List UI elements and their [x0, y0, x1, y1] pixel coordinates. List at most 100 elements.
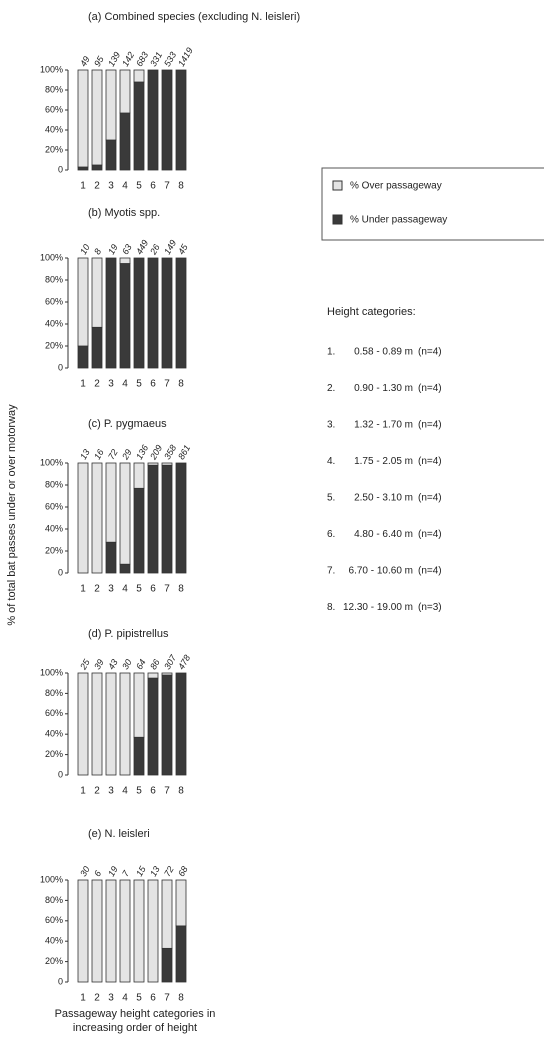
count-label: 7 [120, 868, 132, 878]
category-n: (n=4) [418, 347, 442, 358]
count-label: 26 [148, 243, 162, 258]
x-tick-label: 1 [80, 379, 86, 390]
x-tick-label: 5 [136, 584, 142, 595]
bar-segment [161, 879, 173, 949]
category-n: (n=4) [418, 566, 442, 577]
bar-segment [133, 487, 145, 574]
count-label: 13 [78, 448, 92, 462]
x-tick-label: 7 [164, 993, 170, 1004]
bar-segment [91, 257, 103, 328]
count-label: 49 [78, 55, 92, 69]
bar-segment [105, 879, 117, 983]
y-tick-label: 20% [45, 749, 63, 759]
bar-segment [119, 462, 131, 565]
y-tick-label: 40% [45, 729, 63, 739]
bar-segment [161, 672, 173, 676]
category-number: 1. [327, 347, 335, 358]
category-range: 0.58 - 0.89 m [354, 347, 413, 358]
x-axis-label: Passageway height categories in increasi… [54, 1008, 216, 1034]
y-tick-label: 20% [45, 545, 63, 555]
bar-segment [161, 257, 173, 369]
x-tick-label: 6 [150, 379, 156, 390]
count-label: 43 [106, 658, 120, 672]
x-tick-label: 6 [150, 786, 156, 797]
x-tick-label: 7 [164, 786, 170, 797]
count-label: 72 [106, 448, 120, 462]
category-number: 8. [327, 602, 335, 613]
x-tick-label: 4 [122, 584, 128, 595]
category-range: 1.32 - 1.70 m [354, 420, 413, 431]
bar-segment [91, 462, 103, 574]
y-tick-label: 20% [45, 144, 63, 154]
y-tick-label: 80% [45, 84, 63, 94]
height-categories-title: Height categories: [327, 306, 416, 318]
y-tick-label: 80% [45, 688, 63, 698]
count-label: 6 [92, 869, 103, 878]
y-tick-label: 100% [40, 874, 63, 884]
category-range: 2.50 - 3.10 m [354, 493, 413, 504]
count-label: 45 [176, 242, 190, 257]
legend-swatch [332, 180, 343, 191]
bar-segment [105, 672, 117, 776]
x-tick-label: 2 [94, 993, 100, 1004]
bar-segment [105, 257, 117, 369]
bar-segment [119, 112, 131, 171]
bar-segment [77, 462, 89, 574]
y-tick-label: 20% [45, 956, 63, 966]
x-tick-label: 3 [108, 379, 114, 390]
bar-segment [133, 81, 145, 171]
x-tick-label: 1 [80, 786, 86, 797]
y-tick-label: 0 [58, 976, 63, 986]
count-label: 10 [78, 243, 92, 257]
bar-segment [147, 464, 159, 574]
category-number: 5. [327, 493, 335, 504]
bar-segment [147, 677, 159, 776]
y-tick-label: 60% [45, 708, 63, 718]
count-label: 95 [92, 54, 106, 69]
count-label: 149 [162, 238, 178, 256]
x-tick-label: 8 [178, 181, 184, 192]
x-tick-label: 7 [164, 379, 170, 390]
bar-segment [175, 257, 187, 369]
bar-segment [119, 257, 131, 264]
bar-segment [105, 69, 117, 141]
bar-segment [77, 345, 89, 369]
bar-segment [147, 672, 159, 679]
y-tick-label: 80% [45, 479, 63, 489]
x-tick-label: 5 [136, 993, 142, 1004]
bar-segment [133, 879, 145, 983]
bar-segment [105, 462, 117, 543]
bar-segment [175, 69, 187, 171]
category-range: 4.80 - 6.40 m [354, 529, 413, 540]
chart-title: (a) Combined species (excluding N. leisl… [88, 11, 300, 23]
count-label: 68 [176, 865, 190, 879]
count-label: 13 [148, 865, 162, 879]
count-label: 15 [134, 864, 148, 879]
y-tick-label: 100% [40, 252, 63, 262]
x-axis-label-box: Passageway height categories in increasi… [54, 1008, 216, 1034]
bar-segment [119, 672, 131, 776]
x-tick-label: 4 [122, 786, 128, 797]
category-n: (n=4) [418, 383, 442, 394]
count-label: 86 [148, 658, 162, 672]
x-tick-label: 2 [94, 181, 100, 192]
legend-label: % Under passageway [350, 215, 447, 226]
legend-label: % Over passageway [350, 181, 442, 192]
x-tick-label: 2 [94, 584, 100, 595]
count-label: 30 [78, 865, 92, 879]
x-tick-label: 3 [108, 786, 114, 797]
category-n: (n=4) [418, 529, 442, 540]
count-label: 39 [92, 658, 106, 672]
count-label: 307 [162, 652, 179, 671]
x-tick-label: 6 [150, 993, 156, 1004]
category-number: 3. [327, 420, 335, 431]
chart-title: (d) P. pipistrellus [88, 628, 169, 640]
y-tick-label: 60% [45, 915, 63, 925]
x-tick-label: 8 [178, 584, 184, 595]
bar-segment [119, 879, 131, 983]
category-number: 7. [327, 566, 335, 577]
bar-segment [105, 139, 117, 171]
count-label: 478 [176, 653, 192, 671]
x-tick-label: 6 [150, 584, 156, 595]
bar-segment [161, 69, 173, 171]
